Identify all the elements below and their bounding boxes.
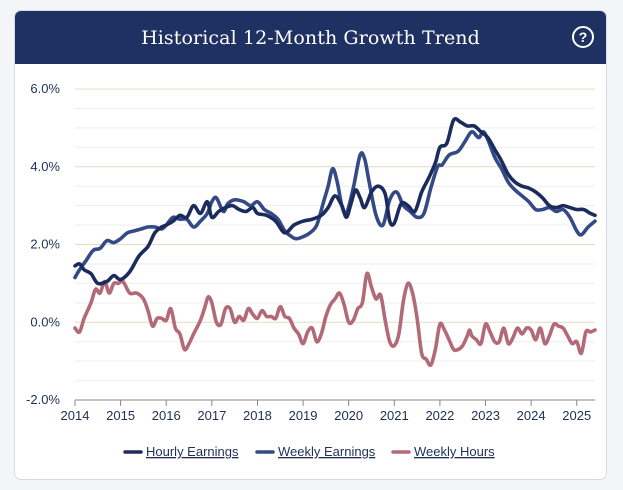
y-tick-label: 2.0% xyxy=(30,237,60,252)
legend-label[interactable]: Weekly Earnings xyxy=(278,444,376,459)
y-tick-label: -2.0% xyxy=(26,392,60,407)
series-line-weekly-hours[interactable] xyxy=(73,271,597,368)
x-tick-label: 2021 xyxy=(380,408,409,423)
x-tick-label: 2020 xyxy=(334,408,363,423)
card-header: Historical 12-Month Growth Trend ? xyxy=(15,11,606,64)
legend-item-weekly-hours[interactable]: Weekly Hours xyxy=(391,444,495,459)
legend-item-hourly-earnings[interactable]: Hourly Earnings xyxy=(123,444,239,459)
chart-title: Historical 12-Month Growth Trend xyxy=(141,26,480,49)
series-line-hourly-earnings[interactable] xyxy=(73,116,597,286)
x-tick-label: 2019 xyxy=(289,408,318,423)
y-tick-label: 0.0% xyxy=(30,314,60,329)
x-tick-label: 2025 xyxy=(562,408,591,423)
x-tick-label: 2022 xyxy=(425,408,454,423)
x-tick-label: 2023 xyxy=(471,408,500,423)
x-tick-label: 2015 xyxy=(106,408,135,423)
legend-item-weekly-earnings[interactable]: Weekly Earnings xyxy=(255,444,376,459)
x-tick-label: 2016 xyxy=(152,408,181,423)
y-tick-label: 6.0% xyxy=(30,81,60,96)
legend[interactable]: Hourly Earnings Weekly Earnings Weekly Hou… xyxy=(123,444,495,459)
grid-lines xyxy=(75,88,595,401)
x-tick-label: 2018 xyxy=(243,408,272,423)
x-tick-label: 2024 xyxy=(517,408,546,423)
legend-label[interactable]: Hourly Earnings xyxy=(146,444,239,459)
y-tick-label: 4.0% xyxy=(30,159,60,174)
series-lines xyxy=(73,116,597,368)
series-line-weekly-earnings[interactable] xyxy=(73,129,597,280)
axes: -2.0% 0.0% 2.0% 4.0% 6.0% 2014 2015 2016 2017 201… xyxy=(26,81,595,423)
legend-label[interactable]: Weekly Hours xyxy=(414,444,495,459)
x-tick-label: 2014 xyxy=(61,408,90,423)
x-tick-label: 2017 xyxy=(197,408,226,423)
question-circle-icon[interactable]: ? xyxy=(572,26,594,48)
